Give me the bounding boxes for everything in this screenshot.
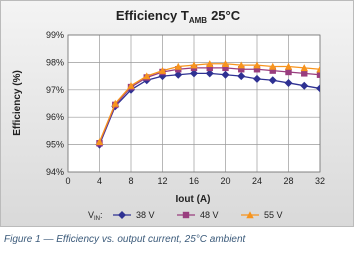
data-point: [174, 62, 182, 70]
x-tick-label: 12: [157, 176, 167, 186]
data-point: [206, 60, 214, 67]
plot-border: [67, 34, 321, 173]
data-point: [284, 78, 293, 87]
x-tick-label: 16: [189, 176, 199, 186]
y-tick-label: 94%: [46, 167, 64, 177]
y-axis-label: Efficiency (%): [12, 70, 23, 136]
y-tick-label: 98%: [46, 57, 64, 67]
data-point: [285, 68, 292, 76]
data-point: [221, 60, 230, 67]
data-point: [301, 70, 308, 77]
legend-title: VIN:: [88, 210, 103, 222]
y-tick-label: 96%: [46, 112, 64, 122]
data-point: [237, 72, 246, 81]
y-tick-label: 97%: [46, 85, 64, 95]
x-tick-label: 20: [220, 176, 230, 186]
data-point: [253, 61, 261, 69]
data-point: [300, 81, 309, 90]
chart-title: Efficiency TAMB 25°C: [116, 8, 241, 25]
x-tick-label: 24: [252, 176, 262, 186]
data-point: [221, 70, 230, 79]
data-point: [316, 84, 320, 93]
x-tick-label: 4: [97, 176, 102, 186]
legend-marker: [118, 211, 126, 219]
data-point: [190, 69, 198, 78]
data-point: [316, 71, 320, 78]
data-point: [205, 69, 214, 78]
data-point: [143, 72, 151, 80]
data-point: [111, 99, 119, 107]
data-point: [316, 65, 320, 73]
legend-marker: [246, 211, 254, 219]
y-tick-label: 95%: [46, 140, 64, 150]
data-point: [238, 66, 245, 73]
data-point: [174, 70, 183, 79]
data-point: [222, 64, 229, 72]
legend-label: 48 V: [200, 210, 219, 220]
data-point: [268, 76, 277, 85]
data-point: [95, 138, 104, 146]
data-point: [284, 62, 293, 70]
data-point: [127, 81, 135, 89]
data-point: [158, 66, 167, 74]
legend-label: 55 V: [264, 210, 283, 220]
caption: Figure 1 — Efficiency vs. output current…: [4, 234, 247, 245]
y-tick-label: 99%: [46, 30, 64, 40]
data-point: [206, 64, 213, 72]
data-point: [269, 67, 276, 74]
legend-label: 38 V: [136, 210, 155, 220]
data-point: [253, 74, 261, 83]
data-point: [190, 61, 198, 69]
plot-layer: [95, 60, 320, 149]
x-axis-label: Iout (A): [176, 194, 211, 205]
x-tick-label: 8: [128, 176, 133, 186]
data-point: [237, 61, 245, 69]
data-point: [253, 66, 261, 73]
data-point: [269, 62, 277, 70]
x-tick-label: 0: [65, 176, 70, 186]
data-point: [300, 64, 308, 72]
x-tick-label: 28: [283, 176, 293, 186]
legend-marker: [182, 211, 190, 219]
x-tick-label: 32: [315, 176, 325, 186]
